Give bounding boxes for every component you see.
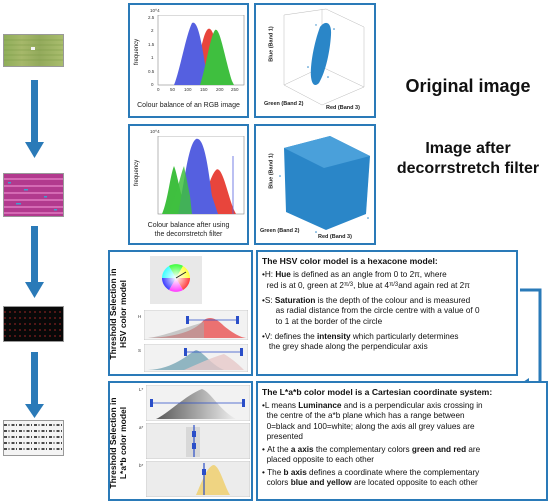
scatter2-ylabel: Green (Band 2) [260, 228, 300, 234]
hsv-side-line2: HSV color model [118, 280, 128, 349]
hist1-xticks: 0 50 100 150 200 250 [157, 87, 239, 91]
connector-arrow [520, 288, 542, 390]
decorrstretch-field-image [3, 173, 64, 217]
scatter2-zlabel: Blue (Band 1) [268, 153, 275, 189]
hsv-title: The HSV color model is a hexacone model: [262, 256, 438, 266]
histogram-original: 10^4 frequency 2.5 2 1.5 1 0.5 0 0 50 100 150 2… [128, 3, 249, 118]
lab-side-line1: Threshold Selection in [108, 397, 118, 489]
scatter2-xlabel: Red (Band 3) [318, 234, 352, 240]
lab-luminance-text: •L means Luminance and is a perpendicula… [262, 401, 483, 442]
hist1-exponent: 10^4 [150, 8, 160, 13]
lab-ch-l: L* [139, 387, 144, 392]
svg-text:0: 0 [151, 82, 154, 87]
svg-text:200: 200 [216, 87, 224, 91]
hsv-threshold-image [3, 306, 64, 342]
hsv-threshold-panel: Threshold Selection in HSV color model [108, 250, 253, 376]
scatter-original: Blue (Band 1) Green (Band 2) Red (Band 3… [254, 3, 376, 118]
scatter1-ylabel: Green (Band 2) [264, 101, 304, 107]
scatter1-xlabel: Red (Band 3) [326, 105, 360, 111]
lab-threshold-panel: Threshold Selection in L*a*b color model… [108, 381, 253, 501]
scatter1-plot [283, 8, 365, 106]
lab-ch-a: a* [139, 425, 144, 430]
svg-text:150: 150 [200, 87, 208, 91]
lab-description-panel: The L*a*b color model is a Cartesian coo… [256, 381, 548, 501]
hsv-hue-text: •H: Hue is defined as an angle from 0 to… [262, 270, 470, 291]
lab-title: The L*a*b color model is a Cartesian coo… [262, 387, 493, 397]
scatter2-plot [279, 136, 370, 233]
lab-b-axis-text: • The b axis defines a coordinate where … [262, 468, 480, 488]
hsv-hue-slider [144, 310, 248, 340]
hsv-saturation-text: •S: Saturation is the depth of the colou… [262, 296, 480, 326]
lab-a-axis-text: • At the a axis the complementary colors… [262, 445, 481, 465]
lab-l-slider [146, 385, 250, 421]
title-after-line1: Image after [425, 140, 511, 157]
original-field-image [3, 34, 64, 67]
svg-text:100: 100 [184, 87, 192, 91]
hist2-caption-line2: the decorrstretch filter [154, 231, 223, 238]
hist2-plot [157, 136, 245, 215]
lab-ch-b: b* [139, 463, 144, 468]
svg-text:250: 250 [231, 87, 239, 91]
svg-text:1: 1 [151, 55, 154, 60]
lab-a-slider [146, 423, 250, 459]
hsv-side-title: Threshold Selection in HSV color model [108, 256, 128, 372]
hist1-caption: Colour balance of an RGB image [137, 102, 240, 109]
hist2-exponent: 10^4 [150, 129, 160, 134]
hsv-ch-s: S [138, 348, 142, 353]
hsv-side-line1: Threshold Selection in [108, 268, 118, 360]
lab-side-title: Threshold Selection in L*a*b color model [108, 385, 128, 501]
svg-text:50: 50 [170, 87, 176, 91]
hsv-description-panel: The HSV color model is a hexacone model:… [256, 250, 518, 376]
flow-arrows [25, 80, 44, 418]
hsv-sat-slider [144, 344, 248, 372]
hist1-yticks: 2.5 2 1.5 1 0.5 0 [148, 15, 155, 87]
hsv-ch-h: H [138, 314, 142, 319]
hist1-plot: 2.5 2 1.5 1 0.5 0 0 50 100 150 200 250 [148, 15, 245, 91]
hsv-color-wheel [150, 256, 202, 304]
title-original: Original image [405, 76, 531, 96]
lab-side-line2: L*a*b color model [118, 406, 128, 480]
hist2-ylabel: frequency [134, 159, 141, 187]
histogram-decorrstretch: 10^4 frequency Colour balance after usin… [128, 124, 249, 245]
svg-text:1.5: 1.5 [148, 42, 155, 47]
scatter1-zlabel: Blue (Band 1) [268, 26, 275, 62]
svg-text:2: 2 [151, 28, 154, 33]
svg-text:0.5: 0.5 [148, 69, 155, 74]
hist1-ylabel: frequency [134, 38, 141, 66]
svg-text:2.5: 2.5 [148, 15, 155, 20]
lab-b-slider [146, 461, 250, 497]
scatter-decorrstretch: Blue (Band 1) Green (Band 2) Red (Band 3… [254, 124, 376, 245]
lab-threshold-image [3, 420, 64, 456]
title-after-line2: decorrstretch filter [396, 160, 540, 177]
hist2-caption-line1: Colour balance after using [147, 222, 230, 229]
hsv-value-text: •V: defines the intensity which particul… [262, 332, 459, 352]
svg-text:0: 0 [157, 87, 160, 91]
